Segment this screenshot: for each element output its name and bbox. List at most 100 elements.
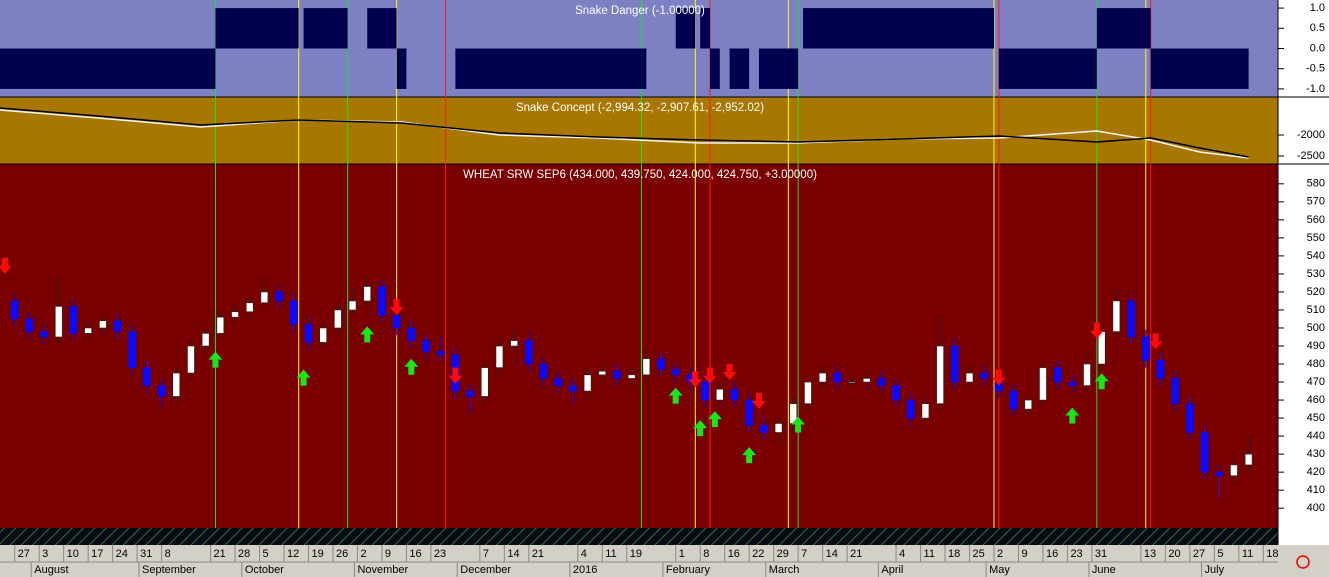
x-tick-label: 18 <box>948 548 960 560</box>
candle-body <box>525 340 533 365</box>
danger-block <box>215 8 299 49</box>
candle-body <box>818 372 827 383</box>
candle-body <box>363 286 372 302</box>
x-tick-label: 16 <box>728 548 740 560</box>
buy-arrow <box>1094 373 1109 390</box>
candle-body <box>642 358 651 376</box>
candle-body <box>1200 432 1209 473</box>
candle-body <box>113 320 122 332</box>
candle-body <box>1053 367 1062 383</box>
y-tick-label: 470 <box>1307 376 1325 388</box>
candle-body <box>804 381 812 404</box>
y-tick-label: 490 <box>1307 340 1325 352</box>
candle-body <box>1097 331 1106 365</box>
candle-body <box>657 358 665 370</box>
candle-body <box>348 300 357 311</box>
candle-body <box>877 378 886 386</box>
price-panel <box>0 164 1278 528</box>
danger-block <box>303 8 348 49</box>
candle-body <box>54 306 63 338</box>
x-tick-label: 19 <box>630 548 642 560</box>
status-icon <box>1296 555 1310 569</box>
danger-block <box>1150 48 1249 89</box>
y-tick-label: 420 <box>1307 466 1325 478</box>
candle-body <box>554 378 563 386</box>
y-tick-label: 410 <box>1307 484 1325 496</box>
candle-body <box>25 318 34 332</box>
x-tick-label: 18 <box>1266 548 1278 560</box>
candle-body <box>906 399 915 419</box>
x-tick-label: 14 <box>826 548 838 560</box>
concept-line <box>0 107 1249 158</box>
y-tick-label: 530 <box>1307 268 1325 280</box>
candle-body <box>10 300 19 320</box>
x-tick-label: 14 <box>507 548 519 560</box>
sell-arrow <box>1089 322 1104 339</box>
y-tick-label: -0.5 <box>1306 63 1325 75</box>
danger-title: Snake Danger (-1.00000) <box>575 5 705 17</box>
buy-arrow <box>668 387 683 404</box>
x-tick-label: 10 <box>67 548 79 560</box>
x-tick-label: 11 <box>924 548 935 560</box>
x-tick-label: 9 <box>1021 548 1027 560</box>
buy-arrow <box>742 447 757 464</box>
month-label: September <box>142 564 196 576</box>
y-tick-label: -2000 <box>1297 129 1325 141</box>
concept-title: Snake Concept (-2,994.32, -2,907.61, -2,… <box>516 102 764 114</box>
x-tick-label: 31 <box>140 548 152 560</box>
month-label: October <box>245 564 284 576</box>
candle-body <box>862 378 871 383</box>
candle-body <box>172 372 181 397</box>
candle-body <box>128 331 137 368</box>
candle-body <box>921 403 930 419</box>
candle-body <box>745 399 753 426</box>
candle-body <box>1112 300 1121 332</box>
concept-panel <box>0 97 1278 164</box>
month-label: March <box>769 564 800 576</box>
x-tick-label: 28 <box>238 548 250 560</box>
candle-body <box>1186 403 1194 433</box>
candle-body <box>466 390 474 397</box>
sell-arrow <box>1148 333 1163 350</box>
candle-body <box>539 363 548 379</box>
x-tick-label: 11 <box>605 548 616 560</box>
candle-body <box>334 309 342 329</box>
candle-body <box>378 286 386 316</box>
buy-arrow <box>360 326 375 343</box>
candle-body <box>69 306 78 334</box>
candle-body <box>480 367 489 397</box>
buy-arrow <box>296 369 311 386</box>
x-tick-label: 23 <box>434 548 446 560</box>
candle-body <box>833 372 842 383</box>
candle-body <box>730 388 739 401</box>
x-tick-label: 9 <box>385 548 391 560</box>
danger-block <box>367 8 397 49</box>
candle-body <box>613 370 621 379</box>
y-tick-label: 440 <box>1307 430 1325 442</box>
y-tick-label: 480 <box>1307 358 1325 370</box>
x-tick-label: 2 <box>360 548 366 560</box>
y-tick-label: 540 <box>1307 250 1325 262</box>
candle-body <box>774 423 783 433</box>
candle-body <box>936 345 944 404</box>
x-tick-label: 16 <box>1046 548 1058 560</box>
y-tick-label: 450 <box>1307 412 1325 424</box>
month-label: August <box>34 564 68 576</box>
month-label: May <box>989 564 1010 576</box>
month-label: December <box>460 564 511 576</box>
month-label: June <box>1092 564 1116 576</box>
x-tick-label: 24 <box>116 548 128 560</box>
candle-body <box>1127 300 1135 338</box>
y-tick-label: 560 <box>1307 214 1325 226</box>
buy-arrow <box>404 358 419 375</box>
candle-body <box>392 315 401 329</box>
x-tick-label: 7 <box>801 548 807 560</box>
candle-body <box>275 291 283 302</box>
x-tick-label: 12 <box>287 548 299 560</box>
candle-body <box>1156 360 1165 379</box>
candle-body <box>598 370 607 376</box>
x-tick-label: 25 <box>973 548 985 560</box>
candle-body <box>40 331 48 338</box>
candle-body <box>84 327 92 334</box>
candle-body <box>627 374 636 379</box>
